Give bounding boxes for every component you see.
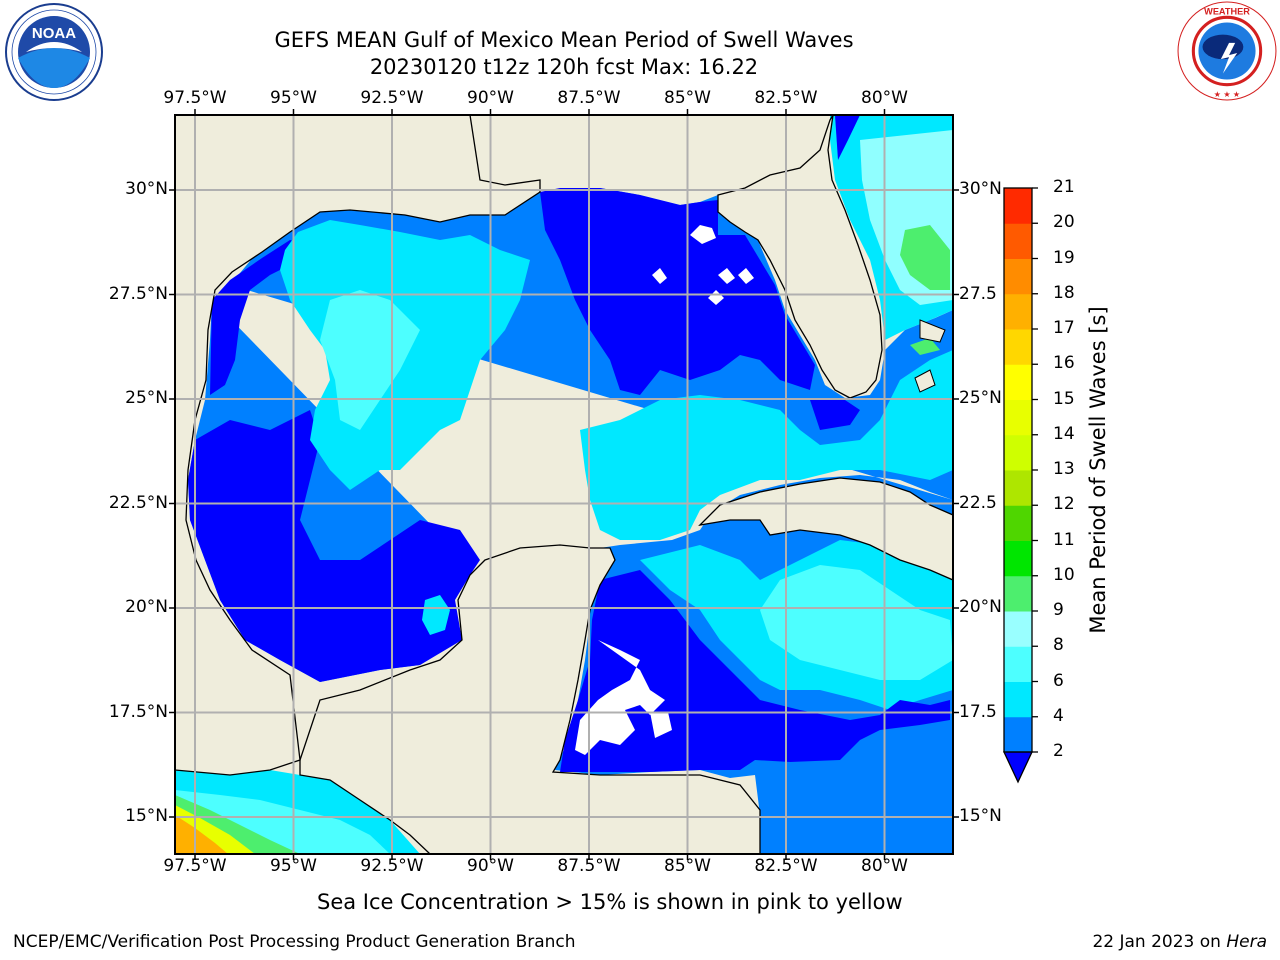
- colorbar: [1002, 187, 1038, 784]
- ocean-deep-east: [540, 188, 860, 430]
- noaa-logo: NOAA: [5, 3, 103, 101]
- bottom-lon-label: 85°W: [664, 856, 711, 876]
- ocean-atlantic-green: [900, 225, 950, 290]
- chart-title: GEFS MEAN Gulf of Mexico Mean Period of …: [274, 28, 854, 52]
- colorbar-tick-label: 13: [1053, 459, 1075, 479]
- ocean-white-yucatan: [575, 640, 665, 755]
- colorbar-tick-label: 18: [1053, 282, 1075, 303]
- svg-text:★ ★ ★: ★ ★ ★: [1214, 90, 1240, 99]
- credit-text: NCEP/EMC/Verification Post Processing Pr…: [13, 932, 576, 952]
- colorbar-tick-label: 12: [1053, 494, 1075, 515]
- left-lat-label: 25°N: [125, 388, 168, 408]
- colorbar-segment: [1004, 505, 1032, 541]
- top-lon-label: 97.5°W: [163, 88, 227, 108]
- bottom-lon-label: 82.5°W: [754, 856, 818, 876]
- colorbar-tick-label: 8: [1053, 635, 1064, 656]
- bottom-lon-label: 92.5°W: [360, 856, 424, 876]
- nws-logo: WEATHER ★ ★ ★: [1177, 1, 1277, 101]
- ocean-lightcyan-caribbean: [760, 565, 953, 680]
- sea-ice-note: Sea Ice Concentration > 15% is shown in …: [317, 890, 903, 914]
- colorbar-extend-arrow: [1002, 751, 1034, 784]
- top-lon-label: 80°W: [861, 88, 908, 108]
- bottom-lon-label: 90°W: [467, 856, 514, 876]
- colorbar-segment: [1004, 575, 1032, 612]
- machine-name: Hera: [1226, 932, 1267, 952]
- right-lat-label: 27.5: [959, 283, 997, 304]
- date-text: 22 Jan 2023 on Hera: [1092, 932, 1267, 952]
- bottom-lon-label: 95°W: [270, 856, 317, 876]
- chart-subtitle: 20230120 t12z 120h fcst Max: 16.22: [369, 55, 759, 79]
- colorbar-tick-label: 4: [1053, 705, 1064, 726]
- ocean-bahamas-green: [910, 338, 940, 355]
- colorbar-segment: [1004, 399, 1032, 436]
- colorbar-segment: [1004, 716, 1032, 753]
- colorbar-tick-label: 2: [1053, 741, 1064, 761]
- top-lon-label: 92.5°W: [360, 88, 424, 108]
- land-texas: [175, 115, 541, 776]
- map-gridlines: [175, 115, 953, 854]
- ocean-white-patch: [652, 225, 754, 305]
- top-lon-label: 90°W: [467, 88, 514, 108]
- top-lon-label: 82.5°W: [754, 88, 818, 108]
- colorbar-segment: [1004, 540, 1032, 577]
- land-bahamas: [914, 319, 946, 393]
- colorbar-segment: [1004, 329, 1032, 365]
- colorbar-segment: [1004, 434, 1032, 471]
- colorbar-segment: [1004, 646, 1032, 682]
- colorbar-tick-label: 6: [1053, 670, 1064, 691]
- top-lon-label: 87.5°W: [557, 88, 621, 108]
- colorbar-tick-label: 11: [1053, 529, 1075, 550]
- colorbar-tick-label: 15: [1053, 388, 1075, 409]
- colorbar-segment: [1004, 223, 1032, 259]
- ocean-deep-atlantic: [835, 115, 860, 160]
- colorbar-segment: [1004, 293, 1032, 330]
- colorbar-segment: [1004, 470, 1032, 506]
- top-lon-label: 95°W: [270, 88, 317, 108]
- colorbar-tick-label: 17: [1053, 318, 1075, 338]
- ocean-lightcyan-central: [320, 290, 420, 430]
- left-lat-label: 30°N: [125, 179, 168, 199]
- ocean-campeche-patch: [422, 595, 450, 635]
- left-lat-label: 20°N: [125, 597, 168, 617]
- right-lat-label: 22.5: [959, 492, 997, 513]
- colorbar-tick-label: 21: [1053, 177, 1075, 197]
- colorbar-tick-label: 10: [1053, 564, 1075, 585]
- colorbar-tick-label: 16: [1053, 353, 1075, 374]
- top-lon-label: 85°W: [664, 88, 711, 108]
- land-yucatan: [299, 544, 761, 854]
- left-lat-label: 22.5°N: [108, 492, 168, 513]
- left-lat-label: 27.5°N: [108, 283, 168, 304]
- colorbar-tick-label: 20: [1053, 212, 1075, 233]
- noaa-text: NOAA: [32, 25, 76, 42]
- colorbar-segment: [1004, 681, 1032, 718]
- bottom-lon-label: 97.5°W: [163, 856, 227, 876]
- ocean-pacific-orange: [175, 815, 228, 854]
- colorbar-tick-label: 9: [1053, 600, 1064, 620]
- colorbar-title: Mean Period of Swell Waves [s]: [1086, 306, 1110, 634]
- map-frame: [174, 114, 954, 855]
- colorbar-segment: [1004, 188, 1032, 224]
- right-lat-label: 20°N: [959, 597, 1002, 617]
- colorbar-segment: [1004, 364, 1032, 400]
- ocean-deep-west: [188, 240, 480, 682]
- right-lat-label: 15°N: [959, 806, 1002, 826]
- ocean-cyan-east: [580, 350, 953, 540]
- ocean-white-patch2: [650, 712, 672, 738]
- right-lat-label: 30°N: [959, 179, 1002, 199]
- svg-text:WEATHER: WEATHER: [1204, 6, 1250, 16]
- bottom-lon-label: 87.5°W: [557, 856, 621, 876]
- colorbar-tick-label: 19: [1053, 247, 1075, 268]
- colorbar-segment: [1004, 258, 1032, 295]
- right-lat-label: 25°N: [959, 388, 1002, 408]
- right-lat-label: 17.5: [959, 701, 997, 722]
- land-florida: [717, 115, 883, 399]
- colorbar-segment: [1004, 611, 1032, 647]
- bottom-lon-label: 80°W: [861, 856, 908, 876]
- left-lat-label: 17.5°N: [108, 701, 168, 722]
- colorbar-tick-label: 14: [1053, 423, 1075, 444]
- date-label: 22 Jan 2023 on: [1092, 932, 1227, 952]
- left-lat-label: 15°N: [125, 806, 168, 826]
